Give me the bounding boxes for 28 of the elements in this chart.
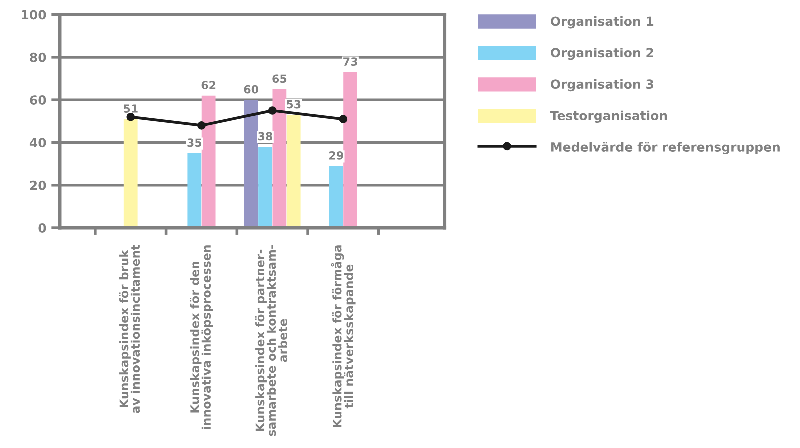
y-tick-label: 80	[30, 52, 46, 62]
data-label: 29	[330, 151, 344, 160]
x-tick-label: Kunskapsindex för partner- samarbete och kontraktsam- arbete	[255, 245, 288, 436]
x-tick-label: Kunskapsindex för bruk av innovationsincitament	[119, 244, 140, 414]
point	[268, 106, 277, 115]
data-label: 35	[188, 138, 202, 148]
data-label: 53	[286, 100, 301, 109]
legend-label: Testorganisation	[550, 110, 668, 124]
legend-label: Organisation 3	[551, 79, 654, 92]
legend-label: Organisation 2	[551, 48, 654, 60]
y-tick-label: 0	[38, 224, 46, 233]
y-tick-label: 20	[30, 180, 46, 190]
y-tick-label: 60	[30, 96, 46, 106]
point	[198, 122, 206, 130]
data-label: 73	[344, 58, 358, 66]
point	[339, 115, 348, 124]
y-tick-label: 40	[30, 138, 46, 148]
legend-label: Organisation 1	[551, 16, 654, 29]
data-label: 51	[124, 104, 138, 113]
x-tick-label: Kunskapsindex för förmåga till nätverksskapande	[331, 246, 356, 428]
point	[126, 112, 136, 122]
y-tick-label: 100	[22, 10, 46, 20]
data-label: 65	[272, 74, 287, 84]
legend-label: Medelvärde för referensgruppen	[552, 142, 780, 154]
data-label: 60	[244, 85, 259, 94]
data-label: 62	[202, 81, 216, 90]
x-tick-label: Kunskapsindex för den innovativa inköpsprocessen	[190, 246, 214, 430]
data-label: 38	[258, 132, 273, 141]
